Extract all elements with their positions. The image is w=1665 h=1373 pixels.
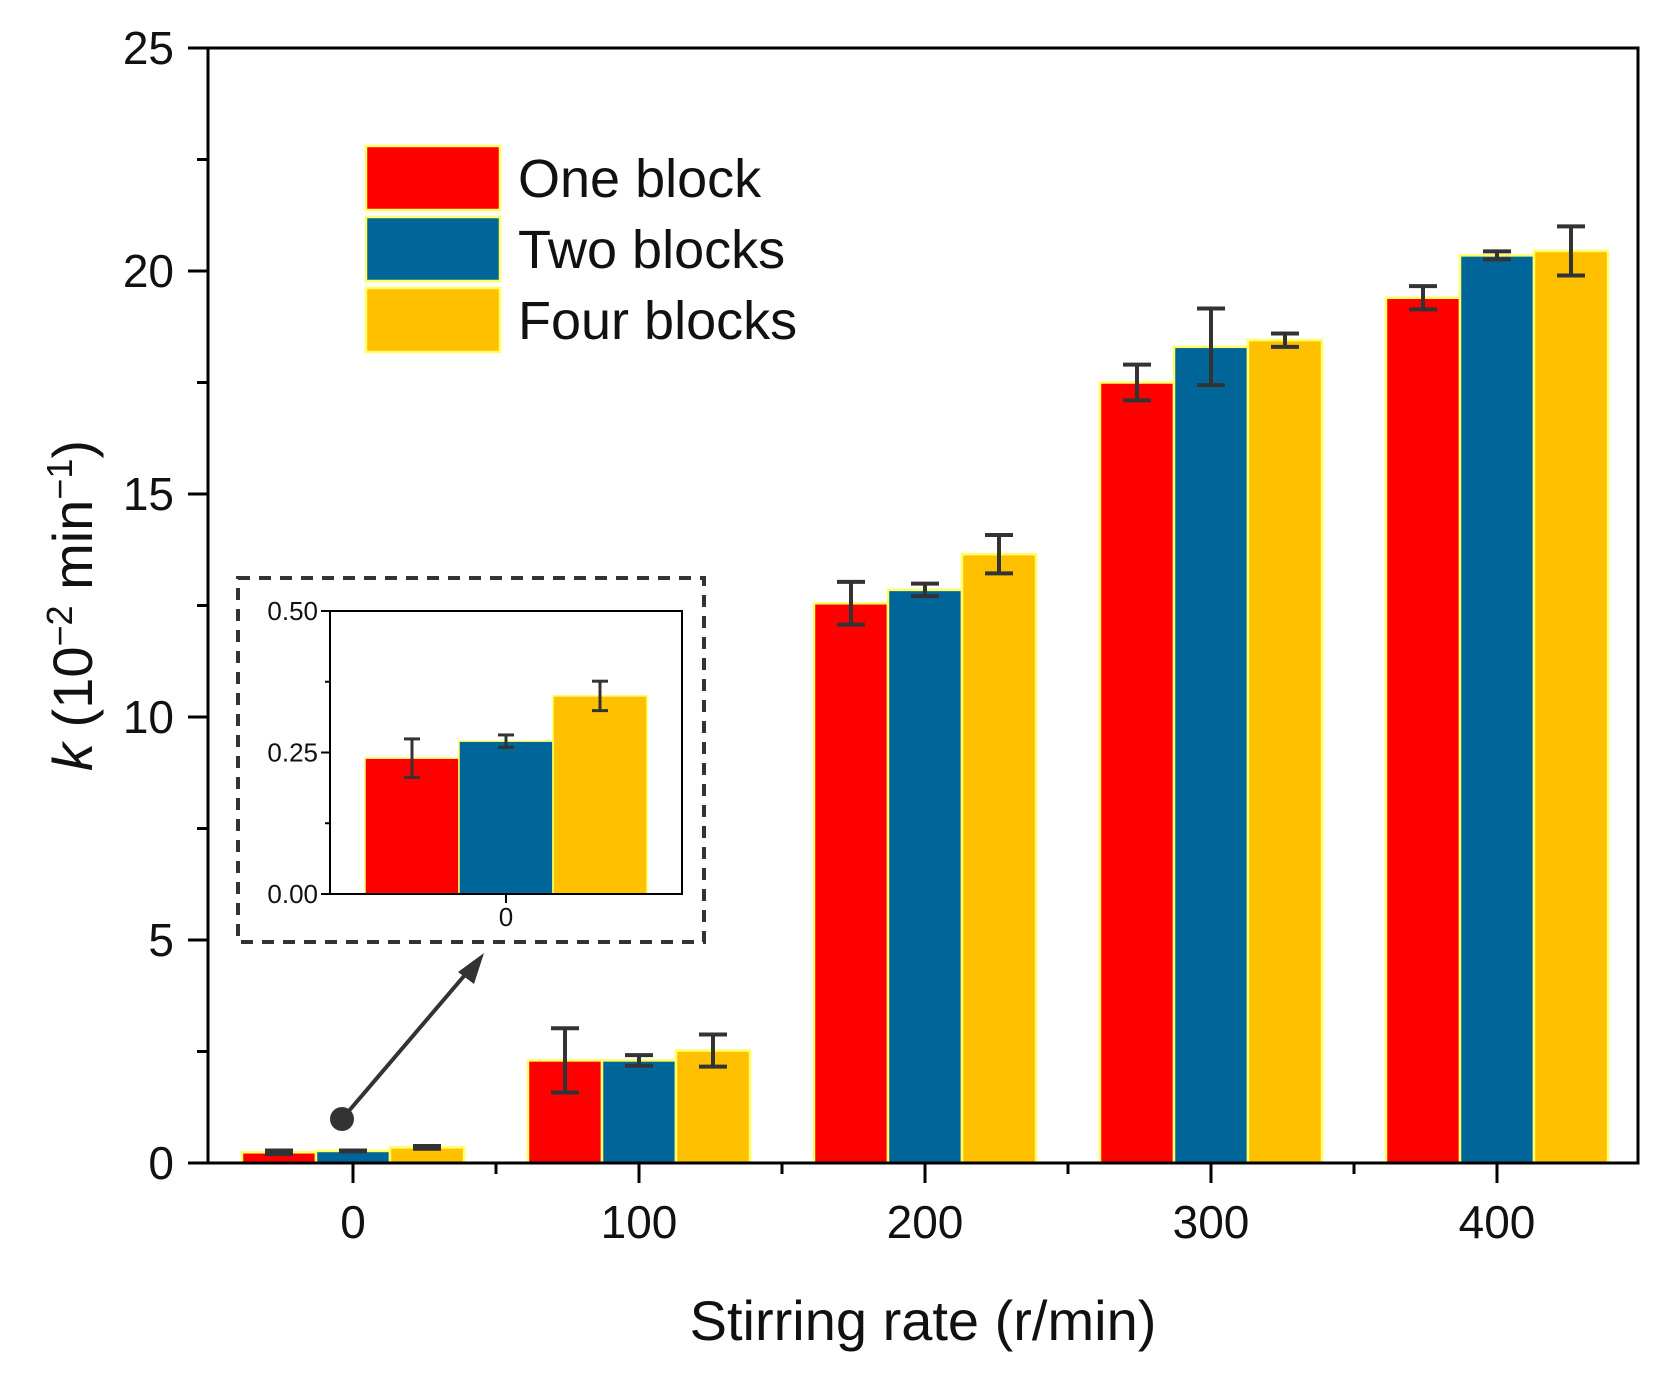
bar-two-blocks-400 (1458, 254, 1536, 1165)
y-axis-title-part: (10 (41, 647, 104, 744)
inset-chart: 0.00 0.25 0.50 0 (236, 576, 706, 944)
x-tick-label: 0 (340, 1196, 366, 1248)
zoom-annotation (330, 953, 484, 1131)
legend-label: Two blocks (518, 220, 785, 280)
legend-swatch-four-blocks (364, 286, 502, 354)
bar-four-blocks-300 (1246, 338, 1324, 1165)
inset-y-tick-label: 0.25 (267, 738, 318, 768)
y-tick-label: 0 (148, 1137, 174, 1189)
bar-one-block-200 (812, 602, 890, 1165)
bar-four-blocks-200 (960, 552, 1038, 1165)
legend-label: Four blocks (518, 291, 797, 351)
x-tick-label: 100 (601, 1196, 678, 1248)
bar-two-blocks-100 (600, 1059, 678, 1165)
y-tick-label: 5 (148, 914, 174, 966)
x-axis-title: Stirring rate (r/min) (690, 1289, 1157, 1352)
y-axis-title-part: ) (41, 440, 104, 459)
legend-swatch-two-blocks (364, 215, 502, 283)
inset-bar-two-blocks (458, 740, 554, 895)
y-axis-title: k (10−2 min−1) (39, 440, 104, 771)
y-tick-label: 15 (123, 468, 174, 520)
legend: One block Two blocks Four blocks (364, 144, 797, 354)
zoom-arrow-line (340, 967, 472, 1121)
y-tick-label: 20 (123, 245, 174, 297)
y-axis-title-part: −2 (39, 605, 80, 646)
legend-label: One block (518, 149, 762, 209)
bars-group (240, 224, 1610, 1165)
y-axis-title-part: k (41, 740, 104, 771)
bar-four-blocks-400 (1532, 249, 1610, 1165)
legend-swatch-one-block (364, 144, 502, 212)
bar-one-block-300 (1098, 381, 1176, 1165)
inset-bar-four-blocks (552, 695, 648, 895)
y-axis-title-part: −1 (39, 459, 80, 500)
inset-y-tick-label: 0.00 (267, 879, 318, 909)
x-tick-label: 400 (1459, 1196, 1536, 1248)
x-tick-label: 300 (1173, 1196, 1250, 1248)
y-tick-label: 10 (123, 691, 174, 743)
zoom-arrow-head (458, 953, 484, 984)
x-tick-label: 200 (887, 1196, 964, 1248)
y-axis-title-part: min (41, 500, 104, 606)
bar-one-block-400 (1384, 296, 1462, 1165)
inset-y-tick-label: 0.50 (267, 596, 318, 626)
inset-x-tick-label: 0 (499, 902, 513, 932)
bar-two-blocks-200 (886, 588, 964, 1165)
bar-two-blocks-300 (1172, 345, 1250, 1165)
y-tick-label: 25 (123, 22, 174, 74)
axes-group: 0 5 10 15 20 25 0 100 200 300 400 Stirring rate (r/… (39, 22, 1640, 1352)
